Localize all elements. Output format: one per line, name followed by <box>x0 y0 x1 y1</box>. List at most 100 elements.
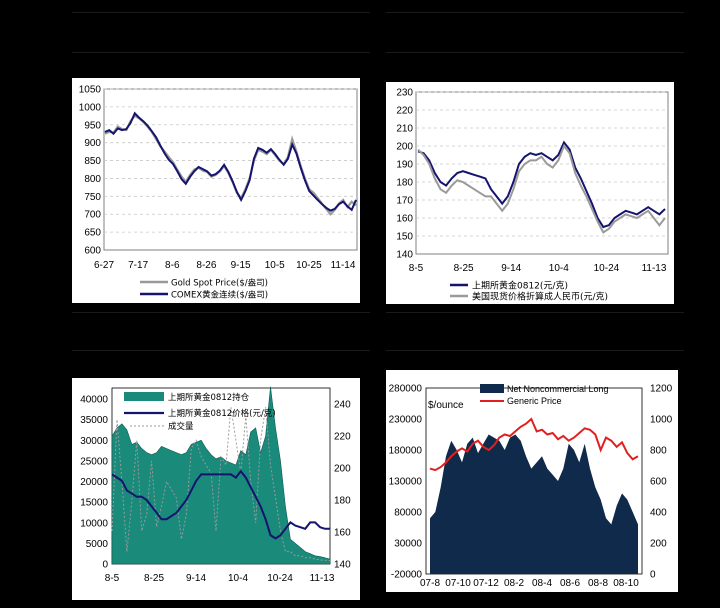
legend-label: 美国现货价格折算成人民币(元/克) <box>472 291 608 303</box>
y-right-tick-label: 800 <box>650 446 667 457</box>
x-tick-label: 07-12 <box>473 578 499 589</box>
net-long-area <box>430 434 638 574</box>
y-tick-label: 140 <box>396 250 413 261</box>
x-tick-label: 08-4 <box>532 578 552 589</box>
x-tick-label: 9-15 <box>231 260 251 271</box>
x-tick-label: 9-14 <box>186 573 206 584</box>
y-right-tick-label: 1000 <box>650 415 673 426</box>
x-tick-label: 11-13 <box>310 573 335 584</box>
y-right-tick-label: 160 <box>334 528 351 539</box>
y-tick-label: 950 <box>84 120 101 131</box>
y-right-tick-label: 200 <box>334 464 351 475</box>
y-right-tick-label: 1200 <box>650 384 673 395</box>
y-tick-label: 700 <box>84 210 101 221</box>
y-left-tick-label: 0 <box>102 560 108 571</box>
x-tick-label: 7-17 <box>128 260 148 271</box>
y-left-tick-label: 130000 <box>389 477 423 488</box>
x-tick-label: 08-8 <box>588 578 608 589</box>
shfe-open-interest-volume-chart: 0 5000 10000 15000 20000 25000 30000 35000 40000… <box>72 378 360 600</box>
x-tick-label: 10-5 <box>265 260 285 271</box>
y-tick-label: 200 <box>396 142 413 153</box>
plot-area <box>103 88 358 251</box>
legend-label: Gold Spot Price($/盎司) <box>171 278 268 289</box>
x-tick-label: 11-13 <box>642 263 667 274</box>
y-left-tick-label: 230000 <box>389 415 423 426</box>
y-left-tick-label: 15000 <box>80 498 108 509</box>
x-tick-label: 6-27 <box>94 260 114 271</box>
series-line <box>417 144 666 234</box>
x-tick-label: 9-14 <box>501 263 521 274</box>
series-line <box>417 140 666 229</box>
mid-rule-right <box>386 52 684 53</box>
y-right-tick-label: 180 <box>334 496 351 507</box>
x-tick-label: 07-10 <box>445 578 471 589</box>
gold-spot-vs-comex-chart: 600 650 700 750 800 850 900 950 1000 1050 6-27 7-17… <box>72 78 360 303</box>
legend-label: 上期所黄金0812价格(元/克) <box>168 408 276 419</box>
y-right-tick-label: 0 <box>650 570 656 581</box>
x-tick-label: 08-10 <box>613 578 639 589</box>
y-left-tick-label: 5000 <box>86 539 109 550</box>
x-tick-label: 10-4 <box>549 263 569 274</box>
y-left-unit-label: $/ounce <box>428 400 464 411</box>
y-tick-label: 900 <box>84 138 101 149</box>
shfe-vs-us-spot-rmb-chart: 140 150 160 170 180 190 200 210 220 230 8-5 8-25 9-1… <box>386 82 674 304</box>
x-tick-label: 8-6 <box>165 260 180 271</box>
y-left-tick-label: 40000 <box>80 395 108 406</box>
legend-label: Net Noncommercial Long <box>507 384 609 394</box>
legend-swatch <box>480 384 504 393</box>
y-tick-label: 800 <box>84 174 101 185</box>
y-tick-label: 1050 <box>79 85 102 96</box>
y-left-tick-label: 35000 <box>80 415 108 426</box>
y-tick-label: 180 <box>396 178 413 189</box>
mid-rule-left <box>72 52 370 53</box>
y-right-tick-label: 220 <box>334 432 351 443</box>
x-tick-label: 8-25 <box>144 573 164 584</box>
price-line <box>111 469 330 540</box>
plot-area <box>415 91 669 255</box>
y-tick-label: 160 <box>396 214 413 225</box>
y-tick-label: 850 <box>84 156 101 167</box>
series-line <box>104 111 357 212</box>
y-left-tick-label: 280000 <box>389 384 423 395</box>
legend-label: 上期所黄金0812持仓 <box>168 392 250 403</box>
y-tick-label: 600 <box>84 246 101 257</box>
y-left-tick-label: 80000 <box>394 508 422 519</box>
lower-rule-left-2 <box>72 350 370 351</box>
y-left-tick-label: -20000 <box>391 570 423 581</box>
x-tick-label: 8-26 <box>196 260 216 271</box>
generic-price-line <box>429 417 639 472</box>
volume-line <box>111 407 331 562</box>
legend-label: COMEX黄金连续($/盎司) <box>171 290 268 301</box>
legend-label: Generic Price <box>507 396 562 406</box>
y-right-tick-label: 240 <box>334 400 351 411</box>
y-left-tick-label: 180000 <box>389 446 423 457</box>
y-tick-label: 210 <box>396 124 413 135</box>
y-left-tick-label: 30000 <box>80 436 108 447</box>
y-left-tick-label: 10000 <box>80 518 108 529</box>
x-tick-label: 10-4 <box>228 573 248 584</box>
y-left-tick-label: 25000 <box>80 456 108 467</box>
y-tick-label: 150 <box>396 232 413 243</box>
legend-label: 上期所黄金0812(元/克) <box>472 280 568 292</box>
x-tick-label: 10-25 <box>296 260 322 271</box>
legend-swatch <box>124 392 164 401</box>
x-tick-label: 08-6 <box>560 578 580 589</box>
y-tick-label: 190 <box>396 160 413 171</box>
x-tick-label: 8-5 <box>105 573 120 584</box>
y-tick-label: 750 <box>84 192 101 203</box>
y-tick-label: 230 <box>396 88 413 99</box>
y-right-tick-label: 200 <box>650 539 667 550</box>
x-tick-label: 11-14 <box>331 260 356 271</box>
lower-rule-left <box>72 312 370 313</box>
y-right-tick-label: 600 <box>650 477 667 488</box>
lower-rule-right <box>386 312 684 313</box>
x-tick-label: 07-8 <box>420 578 440 589</box>
top-rule-left <box>72 12 370 13</box>
y-right-tick-label: 140 <box>334 560 351 571</box>
y-tick-label: 1000 <box>79 102 102 113</box>
y-tick-label: 170 <box>396 196 413 207</box>
x-tick-label: 8-25 <box>454 263 474 274</box>
y-left-tick-label: 20000 <box>80 477 108 488</box>
y-right-tick-label: 400 <box>650 508 667 519</box>
x-tick-label: 08-2 <box>504 578 524 589</box>
